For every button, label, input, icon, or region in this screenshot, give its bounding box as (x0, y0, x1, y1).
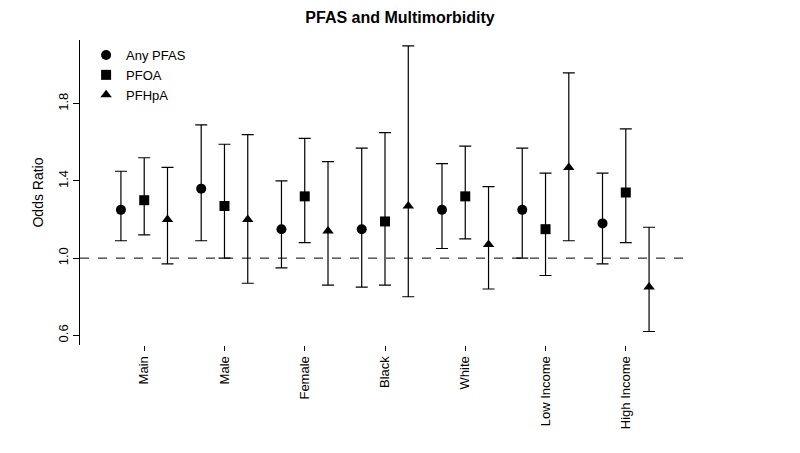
svg-text:1.0: 1.0 (56, 247, 71, 265)
svg-text:PFOA: PFOA (126, 68, 162, 83)
svg-text:Black: Black (377, 356, 392, 388)
svg-text:PFHpA: PFHpA (126, 88, 168, 103)
svg-text:Male: Male (217, 356, 232, 384)
svg-text:Female: Female (297, 356, 312, 399)
svg-text:1.8: 1.8 (56, 93, 71, 111)
svg-text:0.6: 0.6 (56, 324, 71, 342)
svg-text:High Income: High Income (618, 356, 633, 429)
svg-text:Odds Ratio: Odds Ratio (30, 157, 46, 227)
svg-text:PFAS and Multimorbidity: PFAS and Multimorbidity (305, 9, 494, 26)
svg-text:White: White (457, 356, 472, 389)
svg-text:Main: Main (136, 356, 151, 384)
svg-text:Low Income: Low Income (538, 356, 553, 426)
svg-text:Any PFAS: Any PFAS (126, 48, 186, 63)
svg-text:1.4: 1.4 (56, 170, 71, 188)
